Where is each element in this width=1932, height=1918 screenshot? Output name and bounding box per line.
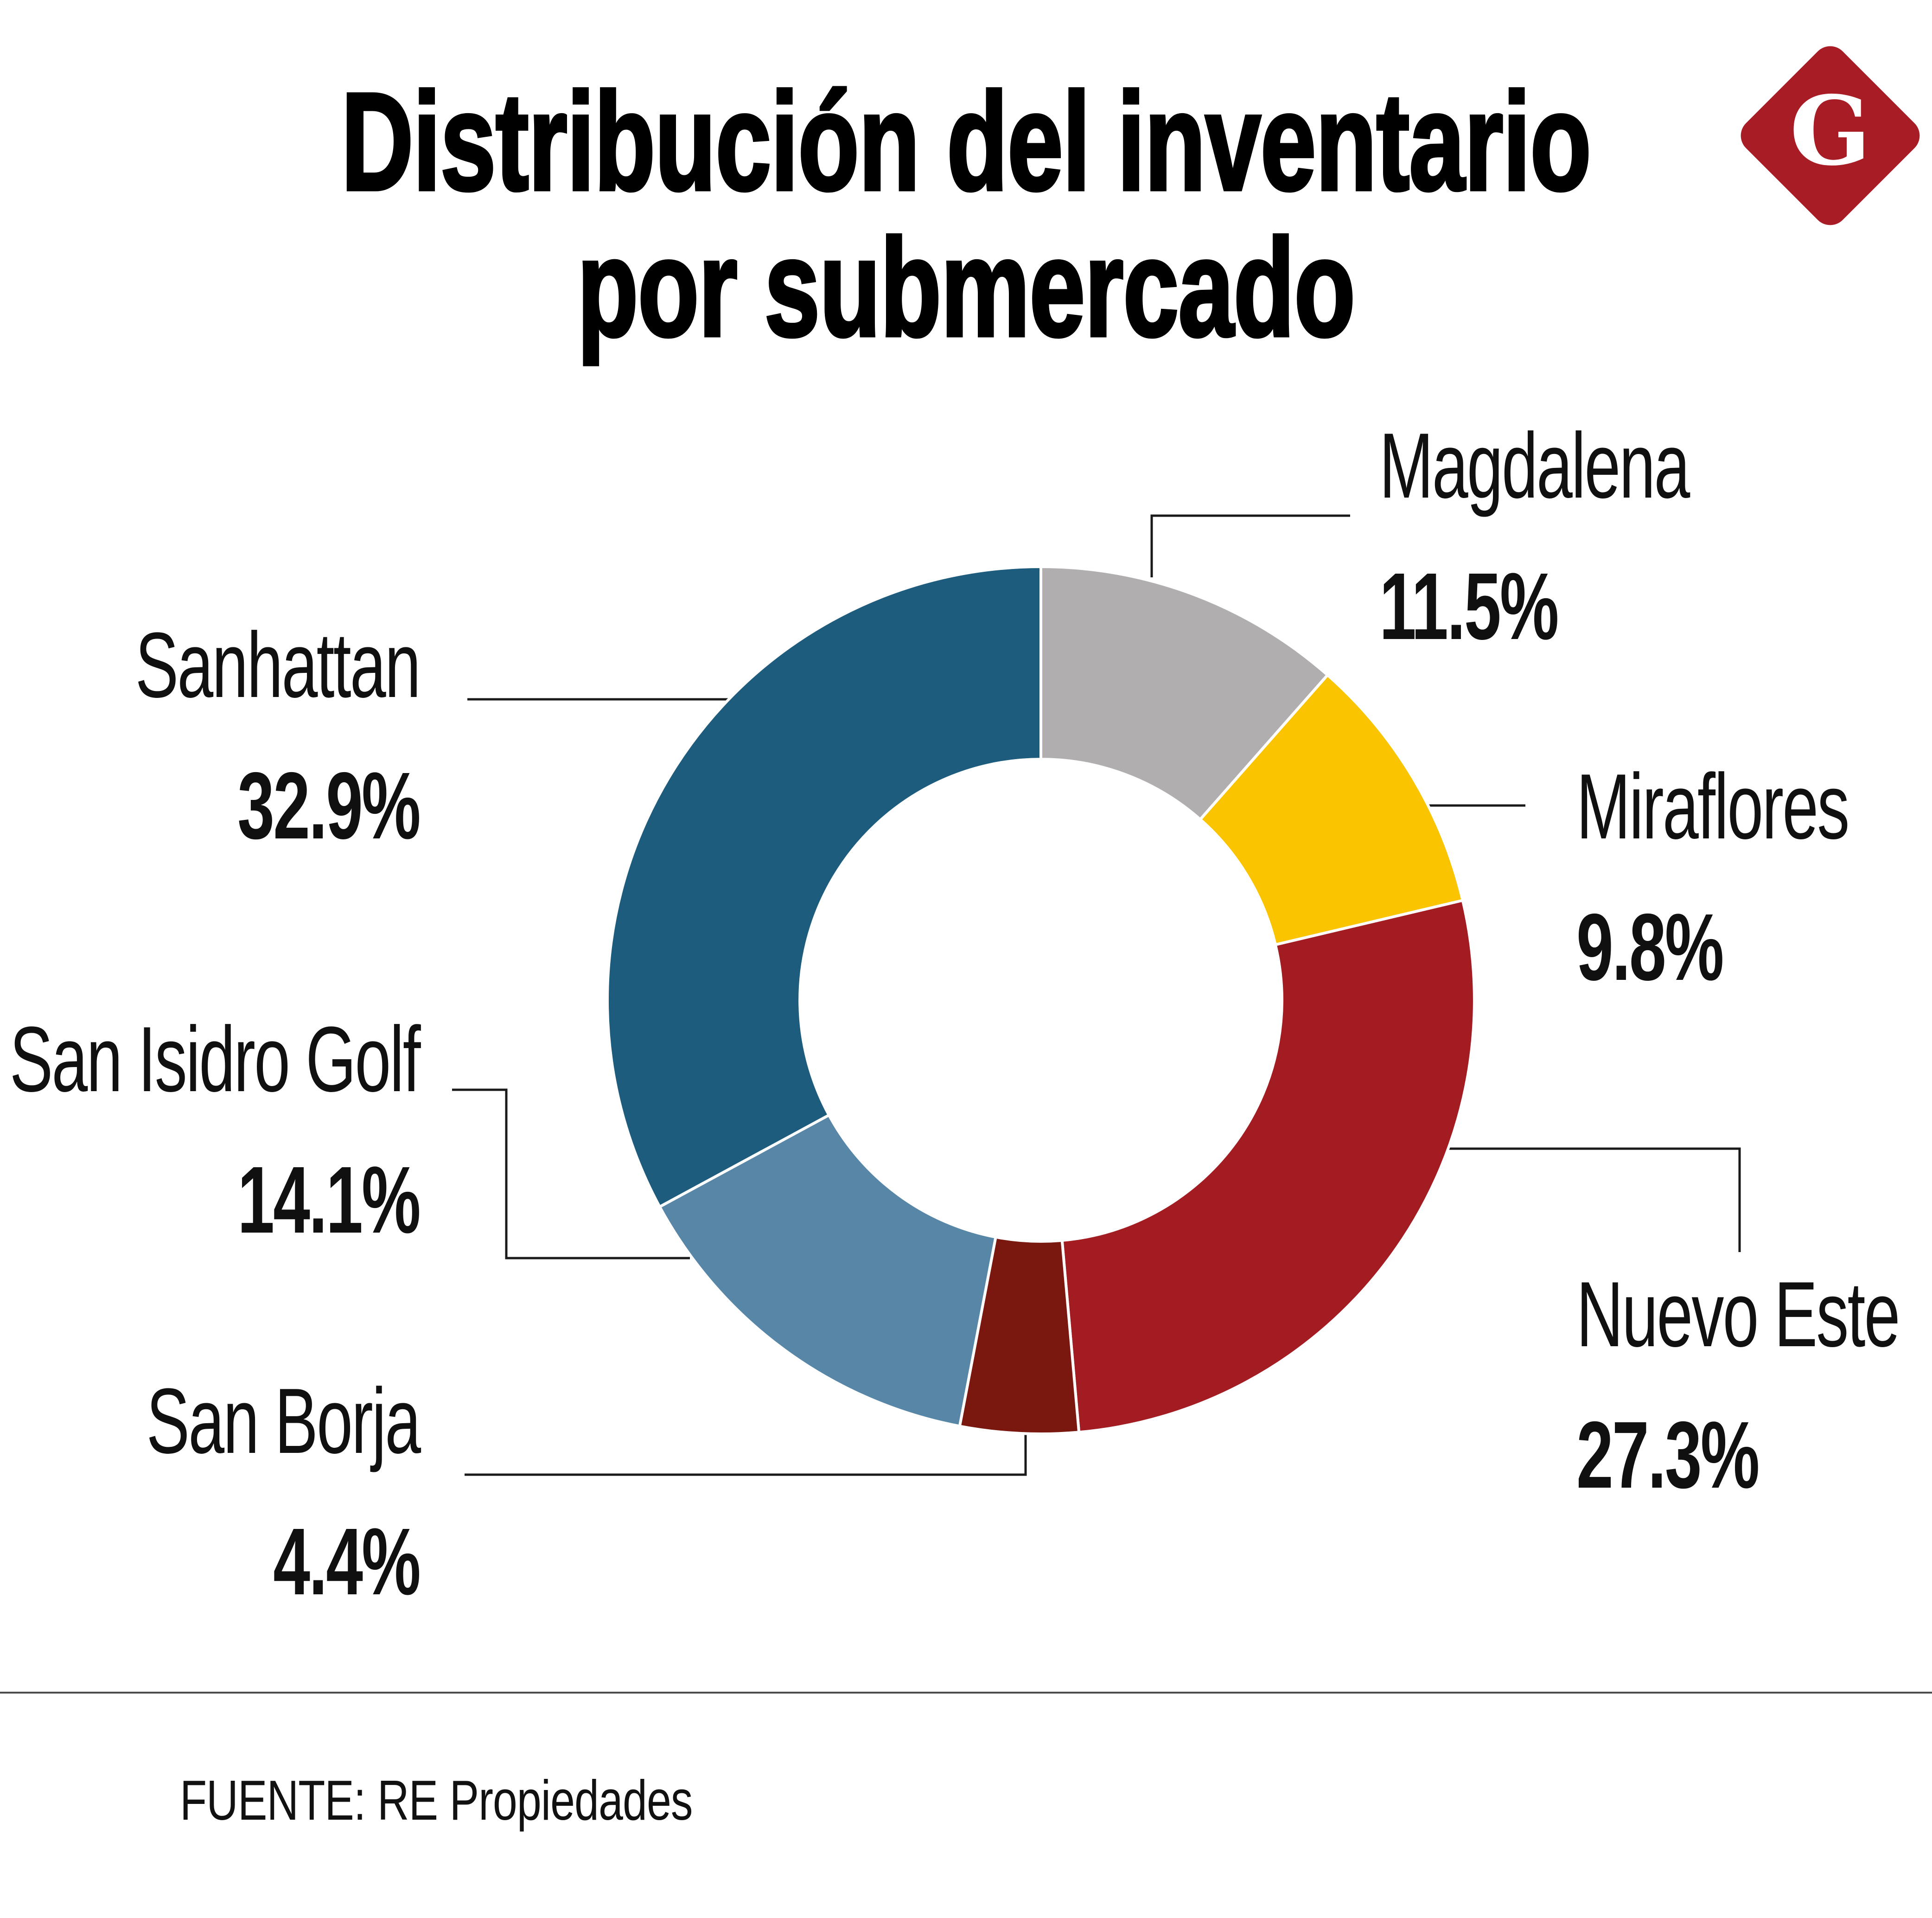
label-miraflores: Miraflores (1576, 755, 1849, 858)
value-miraflores: 9.8% (1576, 894, 1724, 1000)
page-title-line-2: por submercado (576, 210, 1356, 365)
page-title: Distribución del inventario por submerca… (270, 64, 1661, 365)
leader-line-san-borja (465, 1435, 1027, 1476)
source-text: FUENTE: RE Propiedades (180, 1769, 693, 1832)
label-san-borja: San Borja (146, 1369, 421, 1473)
label-nuevo-este: Nuevo Este (1576, 1263, 1900, 1366)
donut-segment-san-isidro-golf (657, 1113, 998, 1428)
leader-line-nuevo-este (1449, 1147, 1741, 1252)
value-san-isidro-golf: 14.1% (237, 1147, 421, 1253)
donut-segments (606, 565, 1476, 1435)
footer-divider (0, 1692, 1932, 1694)
label-magdalena: Magdalena (1379, 414, 1690, 518)
donut-segment-nuevo-este (1060, 898, 1476, 1434)
donut-segment-sanhattan (606, 565, 1042, 1209)
value-nuevo-este: 27.3% (1576, 1402, 1760, 1508)
value-sanhattan: 32.9% (237, 753, 421, 859)
label-san-isidro-golf: San Isidro Golf (9, 1008, 421, 1111)
page-title-line-1: Distribución del inventario (340, 64, 1592, 219)
donut-segment-miraflores (1198, 673, 1465, 946)
leader-line-san-isidro-golf (452, 1088, 690, 1259)
leader-line-magdalena (1150, 514, 1350, 577)
value-magdalena: 11.5% (1379, 553, 1559, 659)
leader-lines (452, 514, 1741, 1476)
value-san-borja: 4.4% (273, 1509, 421, 1615)
label-sanhattan: Sanhattan (135, 614, 421, 717)
